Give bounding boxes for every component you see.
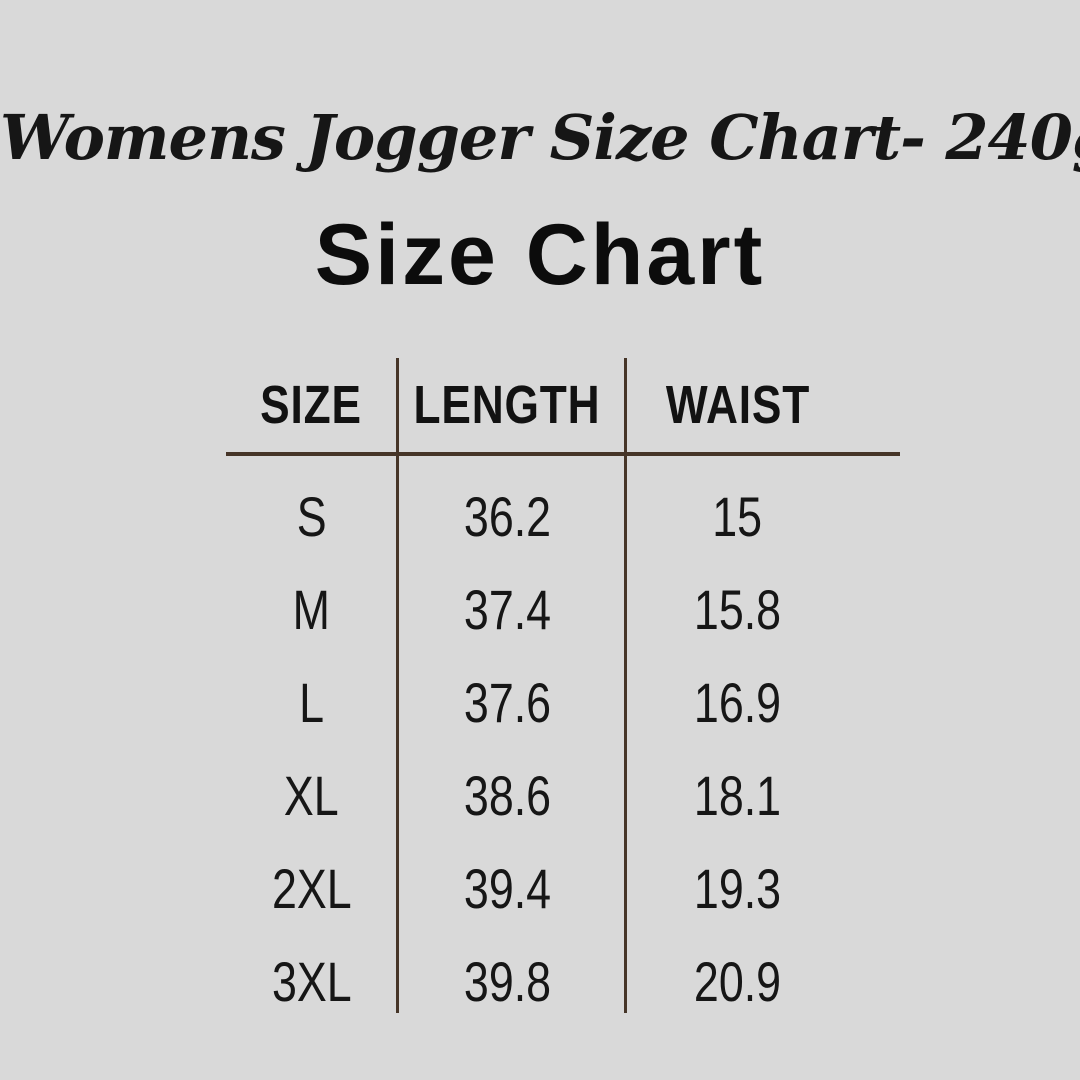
table-row-m: M 37.4 15.8 (226, 563, 900, 656)
table-body: S 36.2 15 M 37.4 15.8 (226, 470, 900, 1028)
column-divider-1 (396, 358, 399, 1013)
cell-length: 37.4 (397, 563, 625, 656)
size-value: S (296, 485, 327, 548)
page-title: Size Chart (314, 207, 766, 303)
cell-waist: 18.1 (625, 749, 900, 842)
length-value: 37.6 (463, 671, 551, 734)
column-divider-2 (624, 358, 627, 1013)
cell-size: 2XL (226, 842, 397, 935)
table-header-row: SIZE LENGTH WAIST (226, 358, 900, 452)
header-divider-line (226, 452, 900, 456)
cell-waist: 15.8 (625, 563, 900, 656)
cell-size: 3XL (226, 935, 397, 1028)
script-title: Womens Jogger Size Chart- 240gsm (0, 101, 1080, 174)
cell-size: XL (226, 749, 397, 842)
cell-length: 39.8 (397, 935, 625, 1028)
length-value: 39.4 (463, 857, 551, 920)
cell-waist: 15 (625, 470, 900, 563)
header-cell-size: SIZE (226, 358, 397, 452)
length-value: 38.6 (463, 764, 551, 827)
cell-waist: 19.3 (625, 842, 900, 935)
cell-size: S (226, 470, 397, 563)
waist-value: 18.1 (693, 764, 782, 827)
size-value: L (299, 671, 324, 734)
cell-waist: 16.9 (625, 656, 900, 749)
length-value: 36.2 (463, 485, 551, 548)
cell-length: 37.6 (397, 656, 625, 749)
size-value: 2XL (271, 857, 352, 920)
table-row-2xl: 2XL 39.4 19.3 (226, 842, 900, 935)
size-value: M (292, 578, 331, 641)
cell-size: L (226, 656, 397, 749)
cell-waist: 20.9 (625, 935, 900, 1028)
waist-value: 15.8 (693, 578, 782, 641)
table-row-xl: XL 38.6 18.1 (226, 749, 900, 842)
column-header-length: LENGTH (413, 375, 601, 435)
size-value: 3XL (271, 950, 352, 1013)
cell-length: 38.6 (397, 749, 625, 842)
waist-value: 19.3 (693, 857, 782, 920)
waist-value: 16.9 (693, 671, 782, 734)
cell-length: 39.4 (397, 842, 625, 935)
table-row-l: L 37.6 16.9 (226, 656, 900, 749)
size-table: SIZE LENGTH WAIST S 36.2 15 (226, 358, 900, 1013)
waist-value: 15 (712, 485, 763, 548)
length-value: 37.4 (463, 578, 551, 641)
table-row-3xl: 3XL 39.8 20.9 (226, 935, 900, 1028)
table-row-s: S 36.2 15 (226, 470, 900, 563)
column-header-size: SIZE (260, 375, 363, 435)
header-cell-length: LENGTH (397, 358, 625, 452)
length-value: 39.8 (463, 950, 551, 1013)
cell-length: 36.2 (397, 470, 625, 563)
waist-value: 20.9 (693, 950, 782, 1013)
header-cell-waist: WAIST (625, 358, 900, 452)
size-value: XL (284, 764, 339, 827)
column-header-waist: WAIST (665, 375, 810, 435)
cell-size: M (226, 563, 397, 656)
